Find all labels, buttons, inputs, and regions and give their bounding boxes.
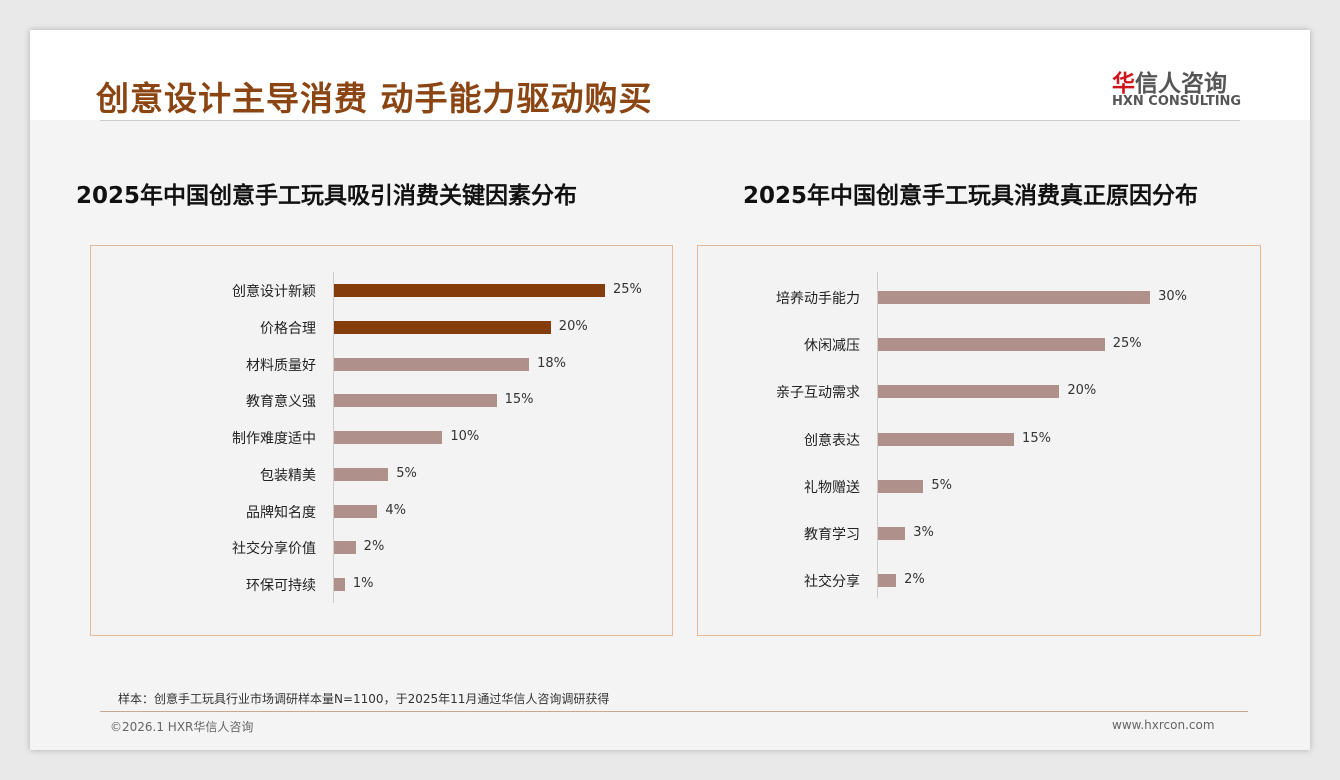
data-label: 18% bbox=[537, 355, 567, 371]
data-label: 15% bbox=[1022, 430, 1051, 446]
bar bbox=[334, 504, 378, 518]
category-label: 包装精美 bbox=[260, 467, 316, 484]
category-label: 教育学习 bbox=[804, 527, 860, 543]
data-label: 30% bbox=[1158, 289, 1187, 304]
bar bbox=[878, 385, 1060, 399]
category-label: 价格合理 bbox=[260, 320, 316, 337]
data-label: 3% bbox=[913, 525, 934, 540]
page-title: 创意设计主导消费 动手能力驱动购买 bbox=[96, 79, 653, 118]
data-label: 5% bbox=[396, 465, 417, 481]
category-label: 环保可持续 bbox=[246, 578, 316, 594]
category-label: 休闲减压 bbox=[804, 338, 860, 355]
logo-subtitle: HXN CONSULTING bbox=[1112, 94, 1242, 109]
footer-divider bbox=[100, 711, 1248, 712]
category-label: 礼物赠送 bbox=[804, 479, 860, 496]
data-label: 20% bbox=[1067, 383, 1097, 399]
data-label: 10% bbox=[450, 429, 480, 444]
category-label: 制作难度适中 bbox=[232, 431, 316, 447]
category-label: 亲子互动需求 bbox=[776, 385, 860, 402]
category-label: 创意设计新颖 bbox=[232, 284, 316, 300]
bar bbox=[334, 320, 551, 334]
bar bbox=[334, 394, 497, 408]
data-label: 5% bbox=[931, 477, 952, 493]
bar bbox=[878, 338, 1105, 352]
category-label: 社交分享 bbox=[804, 574, 860, 591]
website-link[interactable]: www.hxrcon.com bbox=[1112, 718, 1215, 732]
bar bbox=[878, 432, 1015, 446]
bar bbox=[334, 541, 356, 555]
copyright: ©2026.1 HXR华信人咨询 bbox=[110, 720, 254, 734]
data-label: 4% bbox=[385, 502, 406, 518]
data-label: 20% bbox=[558, 318, 588, 334]
divider bbox=[100, 120, 1240, 121]
data-label: 1% bbox=[352, 576, 374, 591]
category-label: 品牌知名度 bbox=[246, 504, 316, 521]
category-label: 材料质量好 bbox=[246, 357, 316, 374]
bar bbox=[334, 357, 530, 371]
bar bbox=[334, 284, 605, 297]
bar bbox=[878, 479, 924, 493]
chart-title-left: 2025年中国创意手工玩具吸引消费关键因素分布 bbox=[76, 183, 578, 209]
sample-note: 样本：创意手工玩具行业市场调研样本量N=1100，于2025年11月通过华信人咨… bbox=[118, 692, 610, 706]
category-label: 教育意义强 bbox=[246, 394, 316, 411]
bar bbox=[334, 467, 389, 481]
bar bbox=[878, 527, 906, 540]
chart-title-right: 2025年中国创意手工玩具消费真正原因分布 bbox=[743, 183, 1199, 209]
logo: 华信人咨询 bbox=[1112, 71, 1227, 97]
category-label: 培养动手能力 bbox=[776, 291, 860, 307]
category-label: 创意表达 bbox=[804, 432, 860, 449]
bar bbox=[878, 574, 897, 588]
data-label: 25% bbox=[1112, 336, 1142, 352]
bar bbox=[334, 578, 345, 591]
category-label: 社交分享价值 bbox=[232, 541, 316, 558]
bar bbox=[878, 291, 1151, 304]
data-label: 15% bbox=[504, 392, 534, 408]
y-axis bbox=[877, 272, 878, 598]
y-axis bbox=[333, 272, 334, 603]
data-label: 25% bbox=[613, 282, 642, 297]
data-label: 2% bbox=[363, 539, 385, 555]
bar bbox=[334, 431, 443, 444]
data-label: 2% bbox=[904, 572, 925, 588]
